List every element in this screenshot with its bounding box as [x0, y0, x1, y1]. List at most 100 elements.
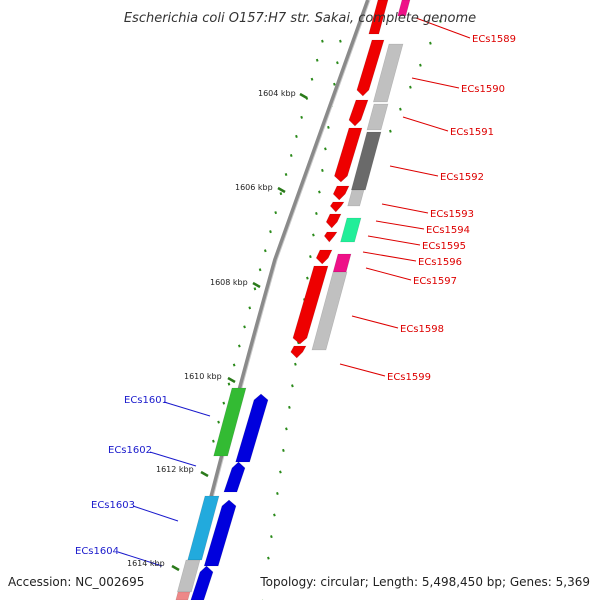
track-dot	[282, 448, 285, 452]
track-dot	[232, 363, 236, 367]
footer-backdrop-left	[4, 572, 150, 592]
track-dot	[248, 306, 252, 310]
accession-text: Accession: NC_002695	[8, 575, 144, 589]
gene-label[interactable]: ECs1594	[426, 225, 470, 236]
cog-box	[397, 0, 411, 17]
track-dot	[274, 211, 278, 215]
track-dot	[295, 134, 298, 138]
gene-ECs1601	[235, 393, 269, 463]
track-dot	[336, 61, 339, 65]
gene-label[interactable]: ECs1591	[450, 127, 494, 138]
track-dot	[238, 344, 241, 348]
track-dot	[276, 491, 279, 496]
gene-label[interactable]: ECs1598	[400, 324, 444, 335]
gene-ECs1596	[323, 231, 338, 243]
cog-box	[311, 271, 348, 351]
track-dot	[267, 556, 270, 560]
track-dot	[327, 125, 330, 129]
track-dot	[253, 287, 257, 291]
track-dot	[263, 249, 267, 253]
leader-line	[375, 220, 425, 230]
gene-label[interactable]: ECs1601	[124, 395, 168, 406]
gene-ECs1602	[223, 461, 246, 493]
gene-ECs1598	[292, 265, 329, 345]
track-dot	[333, 82, 336, 86]
gene-label[interactable]: ECs1595	[422, 241, 466, 252]
cog-box	[347, 189, 365, 207]
gene-ECs1595	[325, 213, 342, 229]
gene-features	[190, 0, 389, 600]
track-dot	[227, 382, 231, 386]
scale-tick	[200, 470, 209, 478]
cog-category-track	[175, 0, 411, 600]
leader-line	[117, 551, 163, 567]
genome-backbone-highlight	[186, 0, 371, 600]
cog-box	[187, 495, 220, 561]
gene-ECs1604	[190, 565, 214, 600]
cog-box	[366, 103, 389, 131]
scale-tick	[171, 564, 180, 572]
outer-dot-tracks	[212, 19, 442, 600]
track-dot	[419, 63, 422, 67]
gene-label[interactable]: ECs1602	[108, 445, 152, 456]
leader-line	[351, 315, 399, 329]
scale-tick	[227, 376, 236, 384]
leader-line	[339, 363, 386, 377]
footer-backdrop-right	[256, 572, 594, 592]
leader-line	[132, 505, 179, 522]
scale-label-1604: 1604 kbp	[258, 89, 296, 98]
track-dot	[273, 513, 276, 517]
map-title: Escherichia coli O157:H7 str. Sakai, com…	[124, 11, 476, 26]
track-dot	[312, 233, 315, 237]
gene-label[interactable]: ECs1593	[430, 209, 474, 220]
track-dot	[212, 439, 215, 443]
gene-ECs1589	[368, 0, 389, 35]
gene-label[interactable]: ECs1589	[472, 34, 516, 45]
track-dot	[289, 153, 293, 158]
gene-ECs1594	[329, 201, 345, 213]
cog-box	[175, 591, 191, 600]
cog-box	[340, 217, 362, 243]
track-dot	[306, 276, 309, 280]
gene-label[interactable]: ECs1603	[91, 500, 135, 511]
gene-label[interactable]: ECs1596	[418, 257, 462, 268]
leader-line	[411, 77, 460, 89]
gene-ECs1597	[315, 249, 333, 265]
gene-label[interactable]: ECs1597	[413, 276, 457, 287]
track-dot	[217, 420, 220, 424]
leader-line	[365, 267, 412, 281]
track-dot	[409, 85, 412, 89]
leader-line	[362, 251, 417, 262]
cog-box	[332, 253, 352, 273]
track-dot	[429, 41, 432, 45]
leader-line	[163, 401, 211, 417]
track-dot	[324, 147, 327, 151]
scale-label-1612: 1612 kbp	[156, 465, 194, 474]
track-dot	[243, 325, 246, 329]
gene-ECs1599	[290, 345, 307, 359]
track-dot	[309, 255, 312, 259]
gene-label[interactable]: ECs1590	[461, 84, 505, 95]
track-dot	[389, 129, 392, 133]
track-dot	[222, 401, 226, 405]
scale-tick	[252, 281, 261, 289]
cog-box	[372, 43, 404, 103]
track-dot	[288, 405, 291, 409]
cog-box	[176, 559, 201, 593]
leader-line	[415, 17, 471, 39]
track-dot	[339, 39, 342, 43]
leader-line	[381, 203, 429, 214]
gene-label[interactable]: ECs1592	[440, 172, 484, 183]
scale-ticks	[171, 92, 308, 572]
genome-summary-text: Topology: circular; Length: 5,498,450 bp…	[259, 575, 590, 589]
genome-backbone	[183, 0, 370, 600]
leader-line	[402, 116, 449, 132]
gene-ECs1603	[203, 499, 237, 567]
track-dot	[279, 470, 282, 474]
track-dot	[318, 190, 321, 194]
gene-label[interactable]: ECs1599	[387, 372, 431, 383]
label-leader-lines	[117, 17, 471, 567]
cog-box	[213, 387, 247, 457]
gene-label[interactable]: ECs1604	[75, 546, 119, 557]
track-dot	[279, 192, 283, 196]
